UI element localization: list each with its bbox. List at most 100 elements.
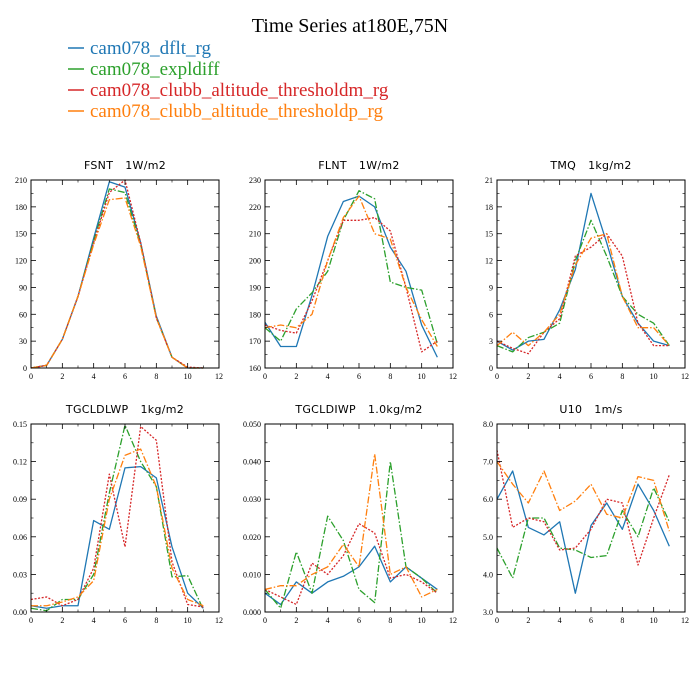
y-tick-label: 3.0 bbox=[483, 608, 493, 617]
x-tick-label: 10 bbox=[418, 372, 426, 381]
y-tick-label: 210 bbox=[249, 230, 261, 239]
series-line-cam078_dflt_rg bbox=[264, 195, 438, 358]
y-tick-label: 12 bbox=[485, 257, 493, 266]
x-tick-label: 4 bbox=[92, 616, 96, 625]
legend-entry: cam078_expldiff bbox=[68, 59, 220, 80]
y-tick-label: 0.12 bbox=[13, 458, 27, 467]
x-tick-label: 0 bbox=[29, 616, 33, 625]
series-line-cam078_expldiff bbox=[496, 487, 670, 579]
legend-entry: cam078_clubb_altitude_thresholdp_rg bbox=[68, 101, 384, 122]
panel-title-units: 1.0kg/m2 bbox=[368, 403, 423, 416]
series-line-cam078_clubb_altitude_thresholdm_rg bbox=[496, 450, 670, 566]
x-tick-label: 0 bbox=[263, 372, 267, 381]
x-tick-label: 10 bbox=[650, 616, 658, 625]
y-tick-label: 0.06 bbox=[13, 533, 27, 542]
panel-title: TGCLDIWP 1.0kg/m2 bbox=[294, 403, 422, 416]
series-line-cam078_expldiff bbox=[264, 190, 438, 345]
panel-title-name: TGCLDLWP bbox=[65, 403, 129, 416]
x-tick-label: 4 bbox=[92, 372, 96, 381]
chart-panel-tmq: TMQ 1kg/m2 0 2 4 6 8 10 12 0 3 6 9 12 15 18 21 bbox=[485, 159, 689, 381]
x-tick-label: 8 bbox=[388, 616, 392, 625]
y-tick-label: 0.010 bbox=[243, 570, 261, 579]
y-tick-label: 0.03 bbox=[13, 570, 27, 579]
x-tick-label: 6 bbox=[589, 616, 593, 625]
panel-title-name: TGCLDIWP bbox=[294, 403, 356, 416]
y-tick-label: 0.040 bbox=[243, 458, 261, 467]
y-tick-label: 120 bbox=[15, 257, 27, 266]
legend-entry: cam078_dflt_rg bbox=[68, 38, 212, 59]
x-tick-label: 2 bbox=[526, 616, 530, 625]
y-tick-label: 0.15 bbox=[13, 420, 27, 429]
panel-title-units: 1kg/m2 bbox=[140, 403, 184, 416]
x-tick-label: 12 bbox=[681, 616, 689, 625]
y-tick-label: 0.00 bbox=[13, 608, 27, 617]
y-tick-label: 0 bbox=[489, 364, 493, 373]
plot-frame bbox=[264, 179, 454, 369]
plot-frame bbox=[30, 179, 220, 369]
x-tick-label: 12 bbox=[449, 372, 457, 381]
series-line-cam078_expldiff bbox=[496, 219, 670, 353]
plot-frame bbox=[264, 423, 454, 613]
chart-panel-tgcldiwp: TGCLDIWP 1.0kg/m2 0 2 4 6 8 10 12 0.000 0.010 0.020… bbox=[243, 403, 457, 625]
y-tick-label: 0.000 bbox=[243, 608, 261, 617]
chart-panel-flnt: FLNT 1W/m2 0 2 4 6 8 10 12 160 170 180 190 200 210 220 2… bbox=[249, 159, 457, 381]
legend: cam078_dflt_rg cam078_expldiff cam078_cl… bbox=[68, 38, 389, 122]
series-line-cam078_clubb_altitude_thresholdm_rg bbox=[496, 233, 670, 355]
y-tick-label: 4.0 bbox=[483, 570, 493, 579]
x-tick-label: 0 bbox=[263, 616, 267, 625]
panel-title: U10 1m/s bbox=[559, 403, 622, 416]
panel-title: TGCLDLWP 1kg/m2 bbox=[65, 403, 184, 416]
x-tick-label: 8 bbox=[620, 372, 624, 381]
y-tick-label: 190 bbox=[249, 283, 261, 292]
chart-panel-u10: U10 1m/s 0 2 4 6 8 10 12 3.0 4.0 5.0 6.0 7.0 8.0 bbox=[483, 403, 689, 625]
x-tick-label: 8 bbox=[154, 616, 158, 625]
y-tick-label: 7.0 bbox=[483, 458, 493, 467]
y-tick-label: 90 bbox=[19, 283, 27, 292]
x-tick-label: 6 bbox=[123, 372, 127, 381]
y-tick-label: 0.09 bbox=[13, 495, 27, 504]
x-tick-label: 8 bbox=[620, 616, 624, 625]
series-line-cam078_clubb_altitude_thresholdp_rg bbox=[264, 195, 438, 347]
x-tick-label: 0 bbox=[495, 616, 499, 625]
series-line-cam078_clubb_altitude_thresholdp_rg bbox=[30, 197, 204, 369]
y-tick-label: 21 bbox=[485, 176, 493, 185]
legend-label: cam078_clubb_altitude_thresholdp_rg bbox=[90, 101, 384, 122]
x-tick-label: 10 bbox=[650, 372, 658, 381]
x-tick-label: 10 bbox=[184, 372, 192, 381]
panel-title-name: FSNT bbox=[84, 159, 113, 172]
y-tick-label: 180 bbox=[249, 310, 261, 319]
x-tick-label: 0 bbox=[29, 372, 33, 381]
panels: FSNT 1W/m20 2 4 6 8 10 120306090120150180210FLN… bbox=[13, 159, 689, 625]
x-tick-label: 4 bbox=[326, 372, 330, 381]
y-tick-label: 0.030 bbox=[243, 495, 261, 504]
legend-label: cam078_dflt_rg bbox=[90, 38, 212, 59]
legend-label: cam078_clubb_altitude_thresholdm_rg bbox=[90, 80, 389, 101]
x-tick-label: 4 bbox=[326, 616, 330, 625]
x-tick-label: 8 bbox=[154, 372, 158, 381]
y-tick-label: 6.0 bbox=[483, 495, 493, 504]
series-line-cam078_clubb_altitude_thresholdp_rg bbox=[496, 461, 670, 532]
panel-title: FLNT 1W/m2 bbox=[318, 159, 399, 172]
x-tick-label: 6 bbox=[123, 616, 127, 625]
y-tick-label: 30 bbox=[19, 337, 27, 346]
x-tick-label: 2 bbox=[60, 616, 64, 625]
panel-title-units: 1W/m2 bbox=[359, 159, 400, 172]
series-line-cam078_clubb_altitude_thresholdm_rg bbox=[264, 216, 438, 353]
y-tick-label: 3 bbox=[489, 337, 493, 346]
y-tick-label: 0 bbox=[23, 364, 27, 373]
panel-title-units: 1W/m2 bbox=[125, 159, 166, 172]
y-tick-label: 9 bbox=[489, 283, 493, 292]
x-tick-label: 2 bbox=[526, 372, 530, 381]
x-tick-label: 12 bbox=[215, 616, 223, 625]
y-tick-label: 210 bbox=[15, 176, 27, 185]
y-tick-label: 8.0 bbox=[483, 420, 493, 429]
y-tick-label: 6 bbox=[489, 310, 493, 319]
x-tick-label: 4 bbox=[558, 372, 562, 381]
panel-title-name: FLNT bbox=[318, 159, 347, 172]
y-tick-label: 150 bbox=[15, 230, 27, 239]
legend-entry: cam078_clubb_altitude_thresholdm_rg bbox=[68, 80, 389, 101]
series-line-cam078_clubb_altitude_thresholdp_rg bbox=[31, 448, 204, 607]
series-line-cam078_clubb_altitude_thresholdp_rg bbox=[496, 233, 670, 347]
x-tick-label: 2 bbox=[294, 616, 298, 625]
